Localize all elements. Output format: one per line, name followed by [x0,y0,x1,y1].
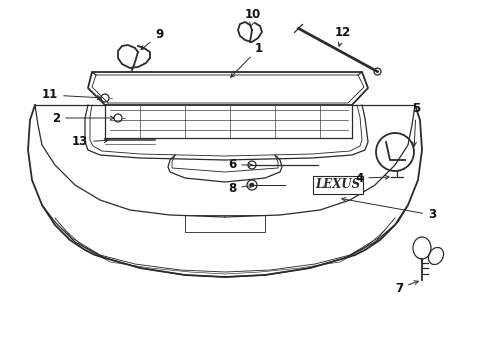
Text: 3: 3 [342,198,436,221]
Text: 11: 11 [42,89,101,102]
Circle shape [250,183,254,187]
Text: 5: 5 [412,102,420,146]
Text: 8: 8 [228,181,253,194]
Text: LEXUS: LEXUS [316,179,361,192]
Text: 4: 4 [355,171,389,184]
Text: 7: 7 [395,281,418,294]
Text: 12: 12 [335,26,351,46]
Text: 1: 1 [231,41,263,77]
Text: 6: 6 [228,158,252,171]
Text: 13: 13 [72,135,108,148]
Text: 9: 9 [141,28,163,50]
Text: 10: 10 [245,9,261,27]
Text: 2: 2 [52,112,114,125]
